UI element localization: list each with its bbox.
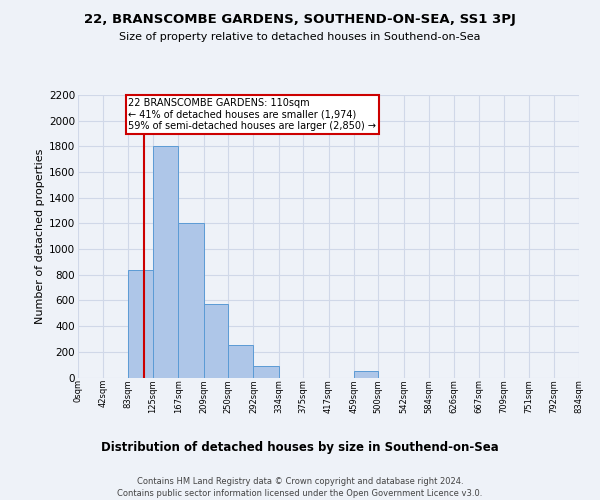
Text: Contains HM Land Registry data © Crown copyright and database right 2024.: Contains HM Land Registry data © Crown c… xyxy=(137,476,463,486)
Text: 22, BRANSCOMBE GARDENS, SOUTHEND-ON-SEA, SS1 3PJ: 22, BRANSCOMBE GARDENS, SOUTHEND-ON-SEA,… xyxy=(84,12,516,26)
Y-axis label: Number of detached properties: Number of detached properties xyxy=(35,148,45,324)
Bar xyxy=(153,146,178,378)
Text: Distribution of detached houses by size in Southend-on-Sea: Distribution of detached houses by size … xyxy=(101,441,499,454)
Bar xyxy=(128,270,153,378)
Bar xyxy=(354,371,379,378)
Text: Size of property relative to detached houses in Southend-on-Sea: Size of property relative to detached ho… xyxy=(119,32,481,42)
Bar xyxy=(203,304,228,378)
Bar xyxy=(178,224,203,378)
Text: Contains public sector information licensed under the Open Government Licence v3: Contains public sector information licen… xyxy=(118,490,482,498)
Bar xyxy=(253,366,278,378)
Bar xyxy=(228,345,253,378)
Text: 22 BRANSCOMBE GARDENS: 110sqm
← 41% of detached houses are smaller (1,974)
59% o: 22 BRANSCOMBE GARDENS: 110sqm ← 41% of d… xyxy=(128,98,376,131)
